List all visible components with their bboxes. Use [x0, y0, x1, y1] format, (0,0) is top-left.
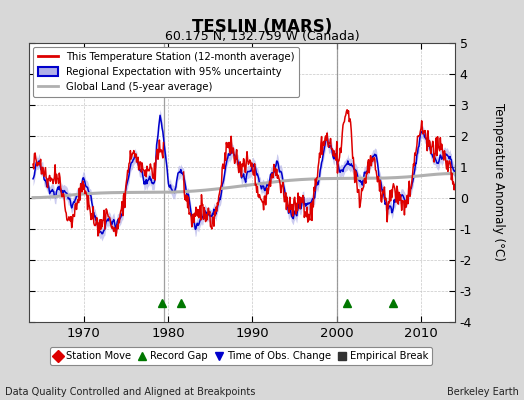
- Text: TESLIN (MARS): TESLIN (MARS): [192, 18, 332, 36]
- Legend: Station Move, Record Gap, Time of Obs. Change, Empirical Break: Station Move, Record Gap, Time of Obs. C…: [50, 347, 432, 365]
- Legend: This Temperature Station (12-month average), Regional Expectation with 95% uncer: This Temperature Station (12-month avera…: [33, 47, 299, 97]
- Text: 60.175 N, 132.759 W (Canada): 60.175 N, 132.759 W (Canada): [165, 30, 359, 43]
- Text: Data Quality Controlled and Aligned at Breakpoints: Data Quality Controlled and Aligned at B…: [5, 387, 256, 397]
- Y-axis label: Temperature Anomaly (°C): Temperature Anomaly (°C): [492, 104, 505, 261]
- Text: Berkeley Earth: Berkeley Earth: [447, 387, 519, 397]
